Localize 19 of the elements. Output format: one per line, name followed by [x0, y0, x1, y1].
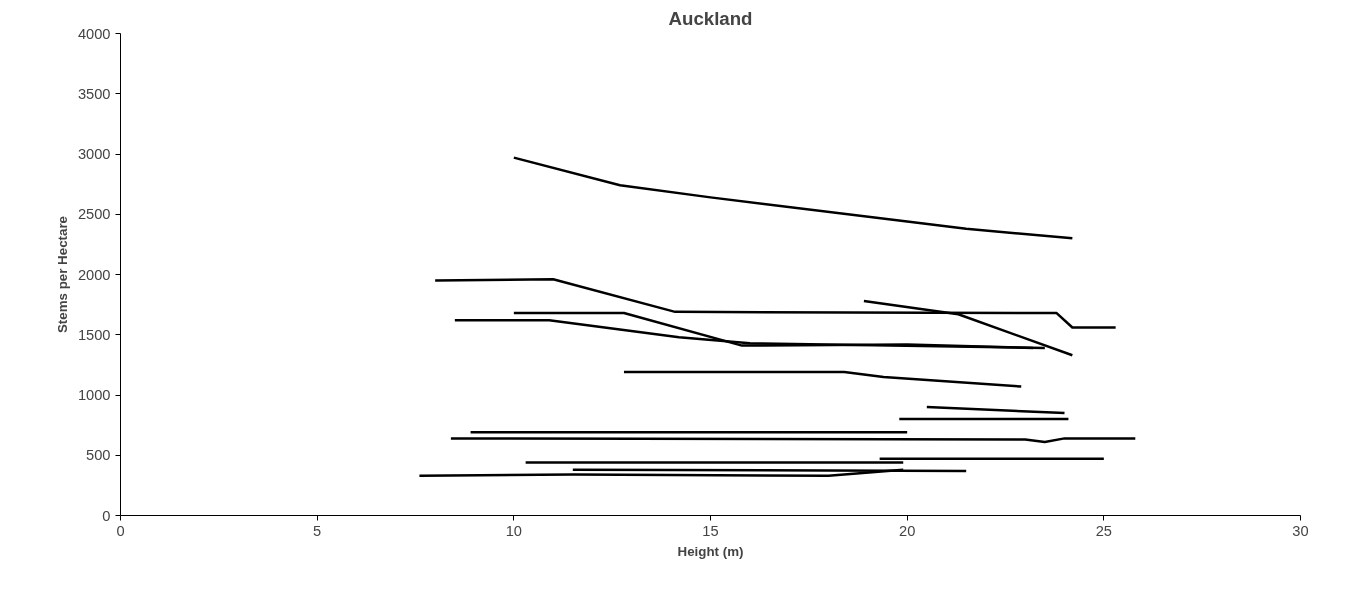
chart-title: Auckland	[668, 7, 753, 29]
y-tick-label: 1000	[77, 387, 111, 403]
y-tick-label: 2000	[77, 266, 111, 283]
x-tick-label: 20	[899, 522, 916, 539]
y-tick-label: 2500	[77, 206, 111, 223]
y-tick-label: 1500	[77, 326, 111, 343]
y-tick-label: 3500	[77, 85, 111, 102]
y-axis-title: Stems per Hectare	[54, 215, 70, 334]
x-tick-label: 0	[116, 522, 125, 539]
y-tick-label: 500	[86, 447, 111, 464]
x-axis-title: Height (m)	[677, 543, 744, 559]
y-tick-label: 0	[102, 507, 111, 524]
x-tick-label: 15	[702, 522, 719, 539]
x-tick-label: 5	[313, 522, 322, 539]
y-tick-label: 3000	[77, 146, 111, 162]
x-tick-label: 30	[1292, 522, 1309, 539]
x-tick-label: 10	[505, 522, 522, 539]
y-tick-label: 4000	[77, 25, 111, 42]
x-tick-label: 25	[1095, 522, 1112, 539]
